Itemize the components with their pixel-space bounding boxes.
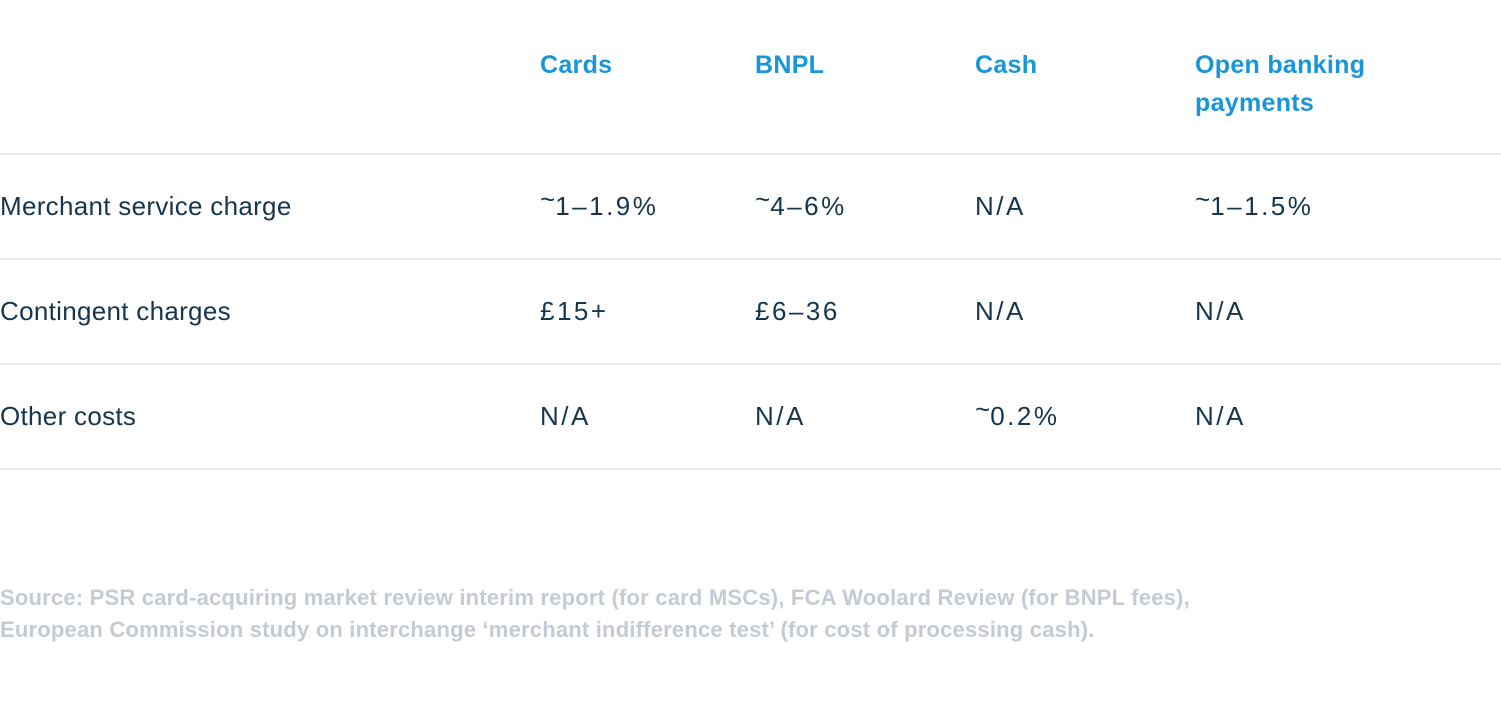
- approx-tilde: ~: [975, 394, 991, 424]
- cell-msc-cash: N/A: [975, 191, 1026, 221]
- cell-msc-bnpl: ~4–6%: [755, 184, 847, 221]
- column-header-bnpl-label: BNPL: [755, 51, 825, 79]
- approx-tilde: ~: [1195, 184, 1211, 214]
- approx-tilde: ~: [540, 184, 556, 214]
- table-row-contingent-charges: Contingent charges £15+ £6–36 N/A N/A: [0, 260, 1501, 365]
- cell-contingent-cash: N/A: [975, 296, 1026, 326]
- row-label: Other costs: [0, 401, 137, 431]
- column-header-open-banking-label: Open banking payments: [1195, 51, 1366, 117]
- column-header-cash: Cash: [975, 0, 1195, 153]
- column-header-cash-label: Cash: [975, 51, 1038, 79]
- source-note-line-1: Source: PSR card-acquiring market review…: [0, 585, 1190, 610]
- column-header-cards: Cards: [540, 0, 755, 153]
- cell-other-cash: ~0.2%: [975, 394, 1060, 431]
- cell-other-open-banking: N/A: [1195, 401, 1246, 431]
- cell-contingent-open-banking: N/A: [1195, 296, 1246, 326]
- row-label: Contingent charges: [0, 296, 231, 326]
- cell-contingent-cards: £15+: [540, 296, 609, 326]
- column-header-bnpl: BNPL: [755, 0, 975, 153]
- table-row-merchant-service-charge: Merchant service charge ~1–1.9% ~4–6% N/…: [0, 155, 1501, 260]
- table-header-row: Cards BNPL Cash Open banking payments: [0, 0, 1501, 155]
- payment-costs-table: Cards BNPL Cash Open banking payments Me…: [0, 0, 1501, 470]
- cell-other-cards: N/A: [540, 401, 591, 431]
- source-note: Source: PSR card-acquiring market review…: [0, 582, 1501, 646]
- cell-other-bnpl: N/A: [755, 401, 806, 431]
- approx-tilde: ~: [755, 184, 771, 214]
- source-note-line-2: European Commission study on interchange…: [0, 617, 1095, 642]
- column-header-open-banking: Open banking payments: [1195, 0, 1501, 153]
- cell-msc-open-banking: ~1–1.5%: [1195, 184, 1314, 221]
- column-header-blank: [0, 0, 540, 153]
- cell-msc-cards: ~1–1.9%: [540, 184, 659, 221]
- cell-contingent-bnpl: £6–36: [755, 296, 840, 326]
- row-label: Merchant service charge: [0, 191, 292, 221]
- table-row-other-costs: Other costs N/A N/A ~0.2% N/A: [0, 365, 1501, 470]
- column-header-cards-label: Cards: [540, 51, 613, 79]
